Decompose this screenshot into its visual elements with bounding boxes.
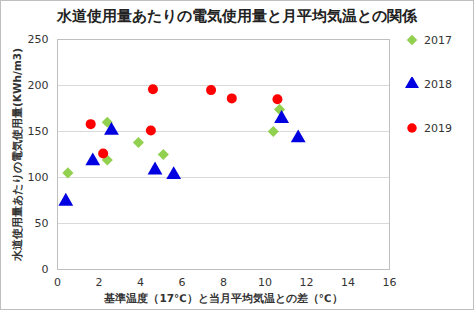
html-text:2019: 2019 xyxy=(424,121,452,135)
svg-text:水道使用量あたりの電気使用量(KWh/m3): 水道使用量あたりの電気使用量(KWh/m3) xyxy=(11,48,24,262)
svg-text:14: 14 xyxy=(341,276,355,289)
svg-text:50: 50 xyxy=(35,217,49,230)
svg-text:100: 100 xyxy=(28,171,49,184)
svg-text:基準温度（17℃）と当月平均気温との差（℃）: 基準温度（17℃）と当月平均気温との差（℃） xyxy=(103,292,342,305)
svg-text:0: 0 xyxy=(54,276,61,289)
html-text:2018: 2018 xyxy=(424,77,452,91)
svg-text:0: 0 xyxy=(42,263,49,276)
svg-text:4: 4 xyxy=(137,276,144,289)
svg-text:200: 200 xyxy=(28,79,49,92)
svg-text:8: 8 xyxy=(220,276,227,289)
svg-text:10: 10 xyxy=(258,276,272,289)
svg-text:2: 2 xyxy=(96,276,103,289)
svg-text:250: 250 xyxy=(28,33,49,46)
svg-text:150: 150 xyxy=(28,125,49,138)
svg-text:16: 16 xyxy=(383,276,397,289)
svg-text:6: 6 xyxy=(179,276,186,289)
html-text:水道使用量あたりの電気使用量と月平均気温との関係: 水道使用量あたりの電気使用量と月平均気温との関係 xyxy=(57,7,417,25)
html-text:2017: 2017 xyxy=(424,33,452,47)
svg-text:12: 12 xyxy=(300,276,314,289)
